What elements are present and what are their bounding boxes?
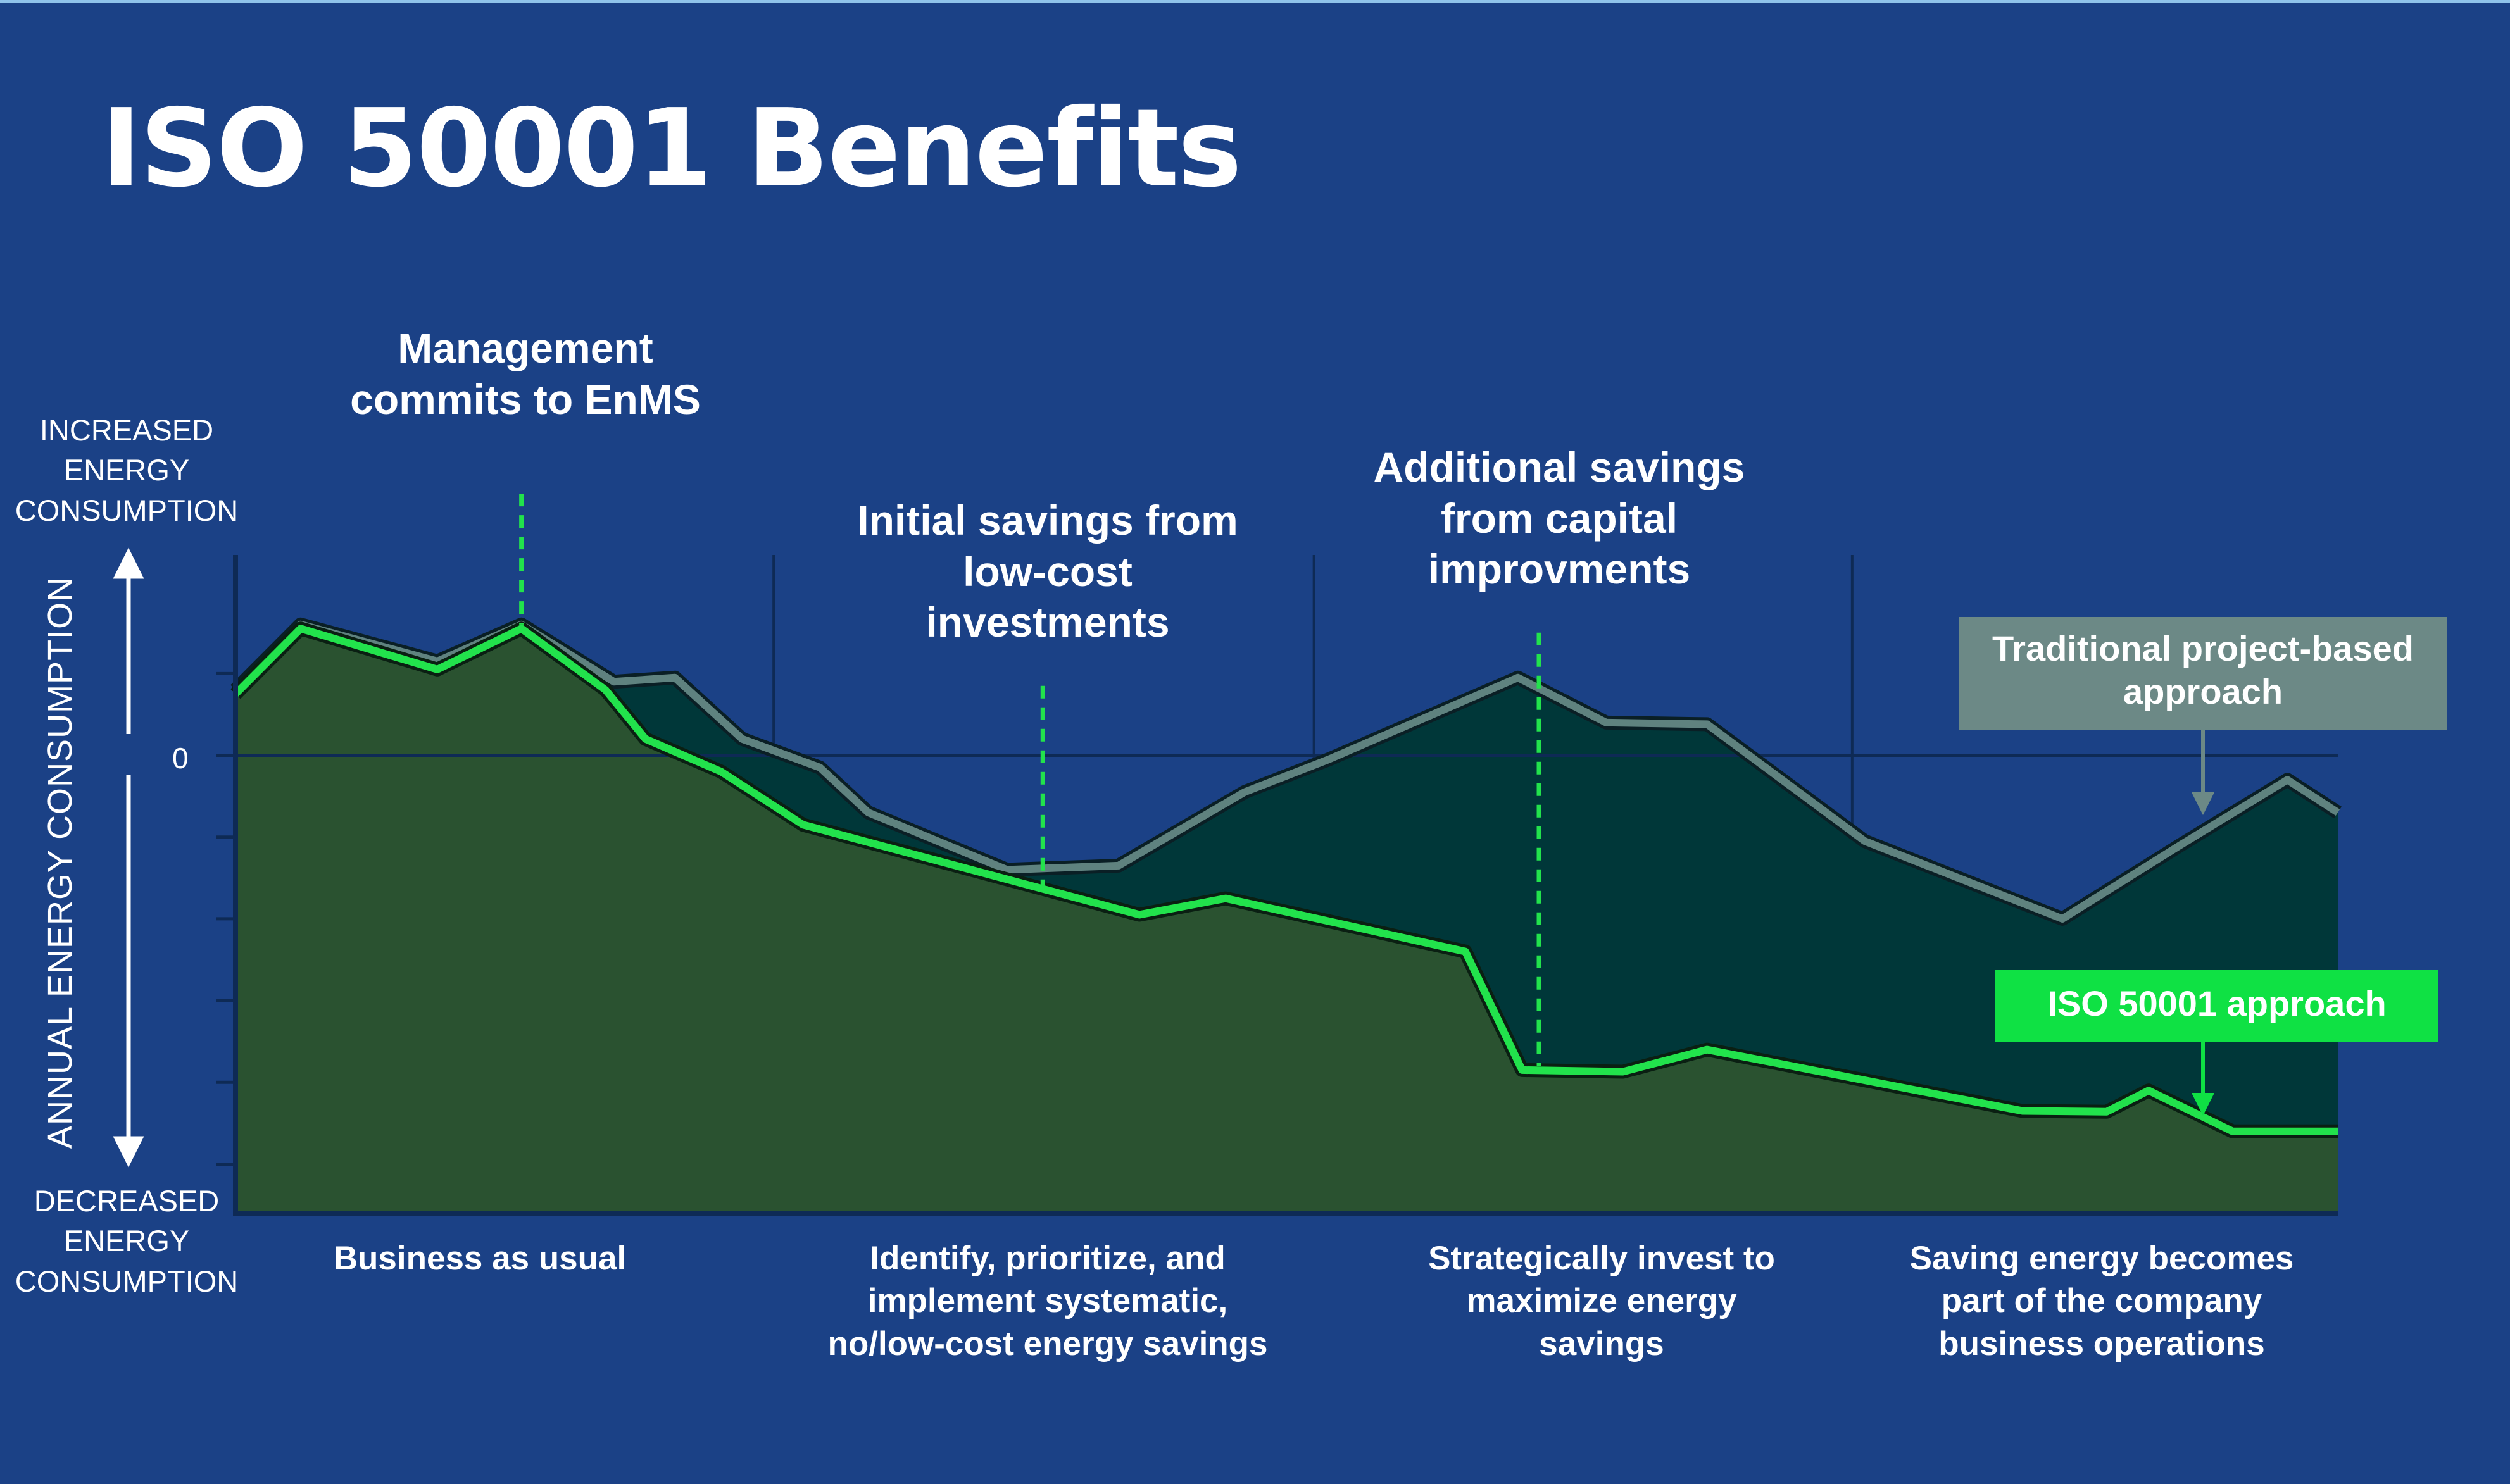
y-tick-zero: 0 <box>172 742 189 775</box>
page-title: ISO 50001 Benefits <box>101 86 1242 211</box>
annotation-additional-savings: Additional savings from capital improvme… <box>1373 444 1745 593</box>
y-axis-title: ANNUAL ENERGY CONSUMPTION <box>41 576 79 1149</box>
phase-label-3: Strategically invest to maximize energy … <box>1428 1240 1775 1362</box>
phase-label-1: Business as usual <box>333 1240 627 1277</box>
iso-area <box>235 628 2338 1213</box>
legend-traditional: Traditional project-based approach <box>1959 617 2447 730</box>
y-axis-bottom-label: DECREASED ENERGY CONSUMPTION <box>15 1184 239 1298</box>
y-axis-top-label: INCREASED ENERGY CONSUMPTION <box>15 413 239 527</box>
phase-label-2: Identify, prioritize, and implement syst… <box>827 1240 1268 1362</box>
annotation-management-commits: Management commits to EnMS <box>350 325 701 423</box>
phase-label-4: Saving energy becomes part of the compan… <box>1909 1240 2294 1362</box>
annotation-initial-savings: Initial savings from low-cost investment… <box>857 497 1238 646</box>
top-rule <box>0 0 2510 3</box>
legend-iso-50001: ISO 50001 approach <box>1995 970 2438 1042</box>
iso-line <box>232 625 2338 1135</box>
